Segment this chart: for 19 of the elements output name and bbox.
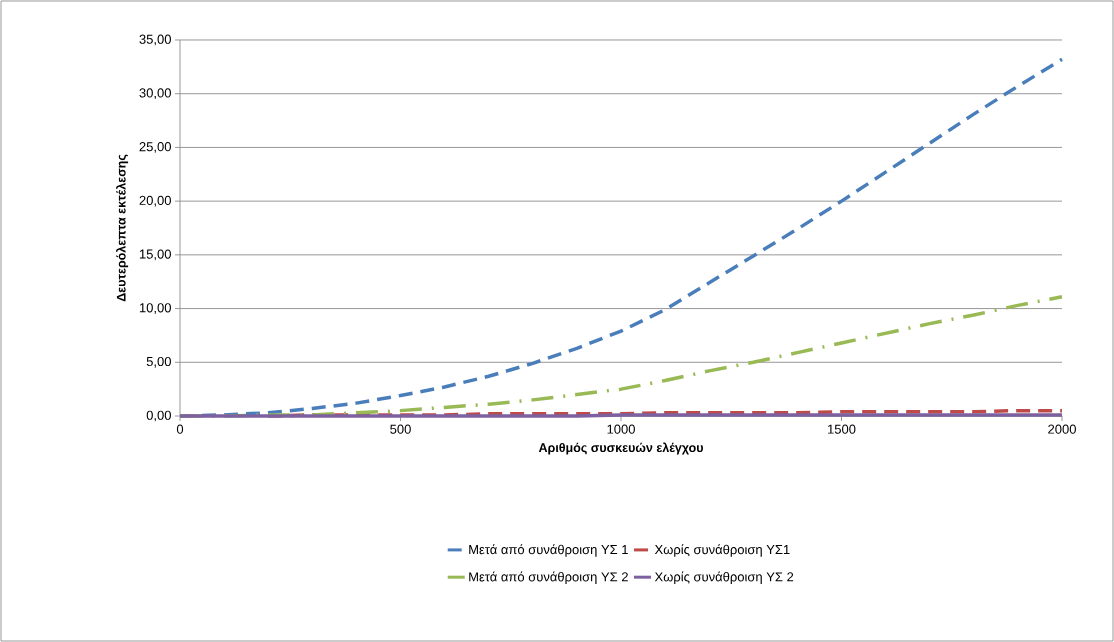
y-tick-label: 0,00 [146,410,171,422]
x-tick-label: 0 [176,424,184,434]
x-axis-title: Αριθμός συσκευών ελέγχου [538,442,703,455]
y-tick-label: 15,00 [139,249,171,261]
y-tick-label: 20,00 [139,195,171,207]
x-tick-label: 1500 [828,424,856,434]
y-tick-label: 10,00 [139,303,171,314]
y-tick-label: 5,00 [146,356,171,368]
x-tick-label: 2000 [1048,424,1076,434]
x-tick-label: 500 [390,424,411,434]
y-tick-label: 25,00 [139,142,171,153]
legend-label: Χωρίς συνάθροιση ΥΣ1 [654,544,790,557]
legend-label: Χωρίς συνάθροιση ΥΣ 2 [654,571,794,585]
x-tick-label: 1000 [607,424,635,434]
legend-label: Μετά από συνάθροιση ΥΣ 1 [469,544,628,557]
y-tick-label: 30,00 [139,88,171,100]
y-axis-title: Δευτερόλεπτα εκτέλεσης [116,154,129,302]
legend-label: Μετά από συνάθροιση ΥΣ 2 [469,571,628,585]
y-tick-label: 35,00 [139,34,171,46]
